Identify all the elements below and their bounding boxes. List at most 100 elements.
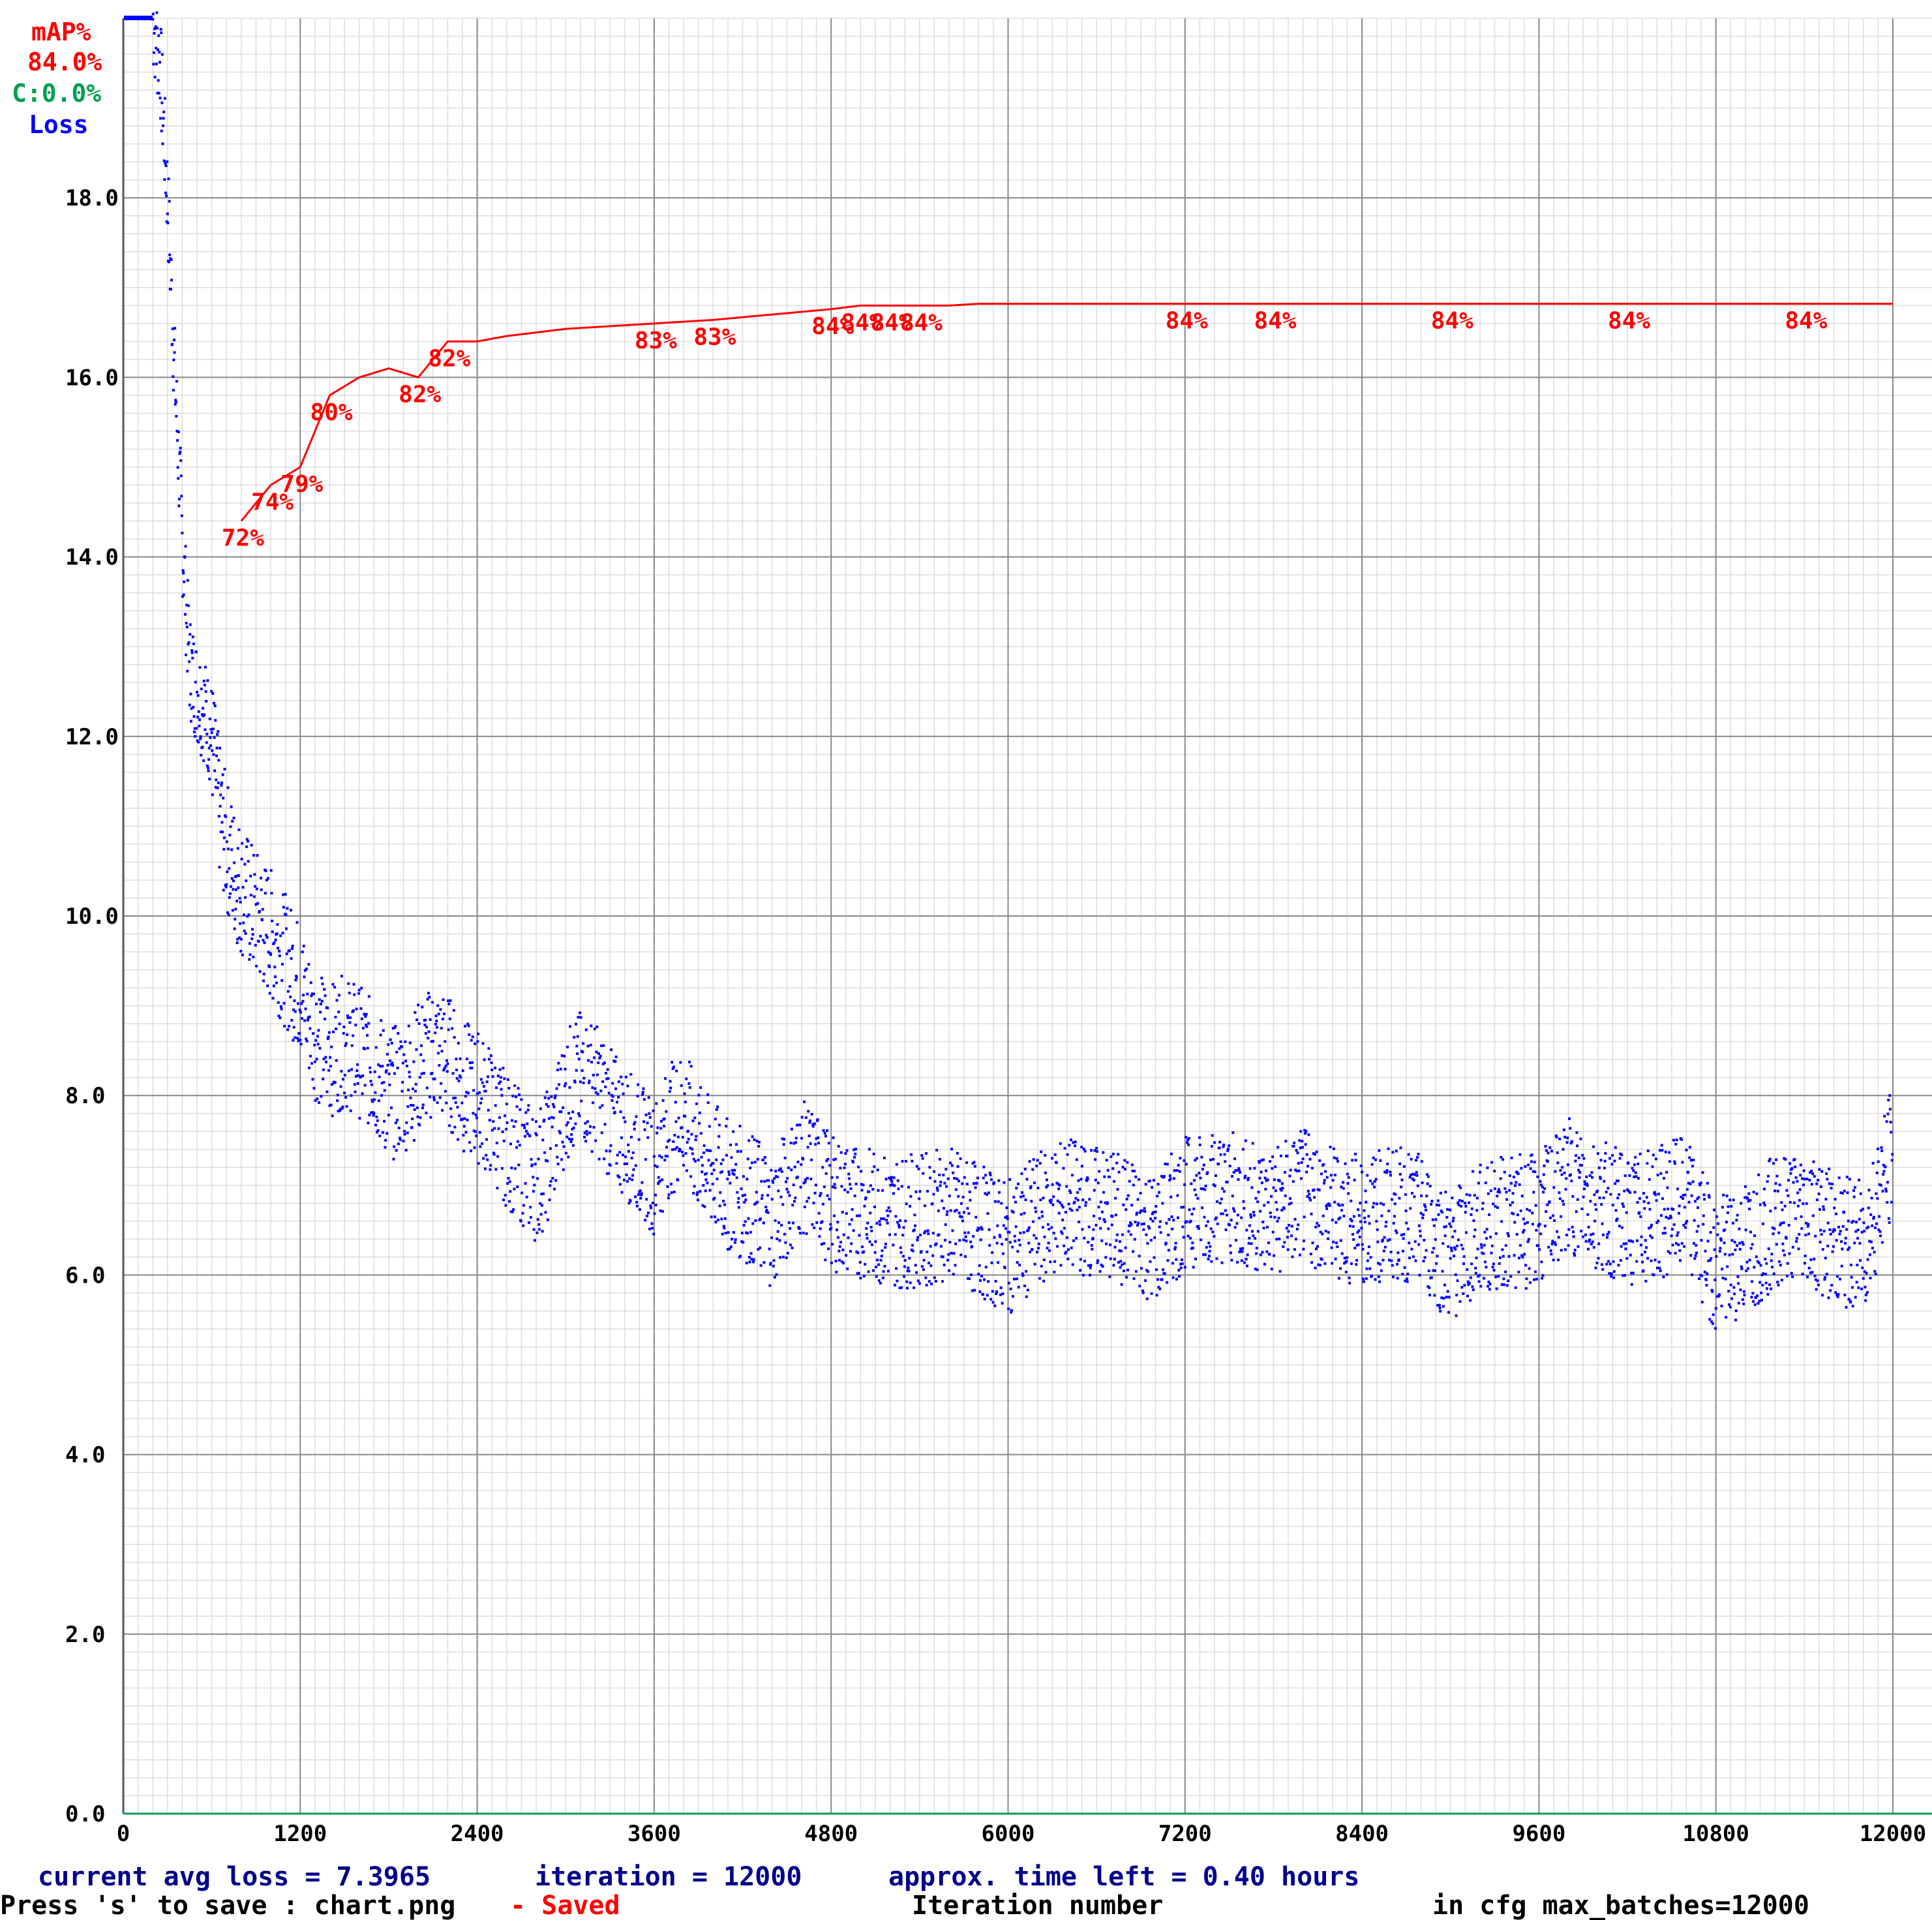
loss-point xyxy=(1510,1156,1513,1159)
loss-point xyxy=(649,1204,652,1208)
loss-point xyxy=(1221,1212,1224,1215)
loss-point xyxy=(1700,1300,1704,1303)
loss-point xyxy=(1776,1281,1779,1284)
loss-point xyxy=(1661,1197,1665,1200)
loss-point xyxy=(1543,1164,1546,1167)
loss-point xyxy=(552,1103,555,1106)
loss-point xyxy=(1317,1224,1320,1227)
loss-point xyxy=(552,1105,556,1108)
loss-point xyxy=(1075,1158,1078,1161)
loss-point xyxy=(1163,1272,1166,1275)
loss-point xyxy=(1172,1177,1175,1180)
loss-point xyxy=(1160,1175,1164,1178)
loss-point xyxy=(1721,1206,1724,1209)
loss-point xyxy=(1280,1208,1284,1211)
loss-point xyxy=(1817,1283,1820,1287)
loss-point xyxy=(1867,1206,1870,1210)
loss-point xyxy=(1692,1158,1695,1161)
loss-point xyxy=(405,1121,408,1124)
loss-point xyxy=(913,1228,916,1232)
loss-point xyxy=(370,1111,373,1114)
loss-point xyxy=(1432,1269,1435,1272)
loss-point xyxy=(324,994,327,998)
loss-point xyxy=(959,1253,963,1257)
loss-point xyxy=(922,1258,926,1262)
loss-point xyxy=(1184,1221,1187,1224)
loss-point xyxy=(1646,1257,1650,1260)
loss-point xyxy=(370,1083,373,1086)
loss-point xyxy=(1470,1213,1473,1216)
loss-point xyxy=(1485,1266,1488,1269)
loss-point xyxy=(1746,1267,1749,1270)
loss-point xyxy=(737,1196,740,1200)
loss-point xyxy=(869,1211,872,1215)
loss-point xyxy=(387,1073,391,1076)
loss-point xyxy=(1706,1240,1710,1243)
loss-point xyxy=(1267,1241,1271,1244)
loss-point xyxy=(1219,1153,1222,1156)
loss-point xyxy=(397,1126,400,1129)
loss-point xyxy=(964,1235,967,1238)
loss-point xyxy=(1663,1177,1666,1180)
loss-point xyxy=(588,1131,592,1135)
loss-point xyxy=(1074,1140,1077,1144)
loss-point xyxy=(1214,1217,1217,1221)
loss-point xyxy=(1714,1327,1717,1330)
loss-point xyxy=(564,1082,567,1085)
loss-point xyxy=(1567,1228,1571,1231)
loss-point xyxy=(556,1163,560,1166)
loss-point xyxy=(841,1248,845,1251)
loss-point xyxy=(247,840,250,843)
loss-point xyxy=(1644,1279,1648,1283)
loss-point xyxy=(1295,1170,1299,1173)
loss-point xyxy=(1159,1231,1162,1234)
loss-point xyxy=(563,1054,566,1058)
loss-point xyxy=(1851,1304,1854,1307)
loss-point xyxy=(1156,1183,1160,1186)
loss-point xyxy=(1392,1275,1395,1279)
loss-point xyxy=(1316,1188,1320,1191)
loss-point xyxy=(320,977,324,980)
loss-point xyxy=(541,1230,544,1233)
loss-point xyxy=(544,1211,547,1214)
loss-point xyxy=(1454,1273,1457,1276)
loss-point xyxy=(1464,1202,1467,1205)
loss-point xyxy=(277,1014,280,1018)
loss-point xyxy=(1826,1221,1830,1225)
loss-point xyxy=(209,736,212,739)
loss-point xyxy=(258,970,262,973)
loss-point xyxy=(1363,1209,1366,1212)
loss-point xyxy=(1438,1306,1441,1309)
loss-point xyxy=(430,1040,433,1043)
loss-point xyxy=(238,896,241,900)
loss-point xyxy=(616,1153,619,1157)
loss-point xyxy=(918,1197,921,1200)
loss-point xyxy=(1578,1163,1582,1166)
loss-point xyxy=(217,815,220,818)
loss-point xyxy=(1040,1264,1043,1268)
loss-point xyxy=(1130,1223,1133,1226)
loss-point xyxy=(966,1207,969,1210)
loss-point xyxy=(1719,1247,1722,1250)
loss-point xyxy=(916,1238,919,1242)
loss-point xyxy=(1607,1187,1610,1190)
loss-point xyxy=(1297,1169,1301,1172)
loss-point xyxy=(279,934,282,937)
loss-point xyxy=(1277,1217,1280,1220)
loss-point xyxy=(1419,1229,1422,1232)
loss-point xyxy=(477,1162,480,1165)
loss-point xyxy=(773,1275,776,1279)
loss-point xyxy=(1240,1216,1243,1219)
loss-point xyxy=(213,736,216,739)
loss-point xyxy=(903,1275,906,1278)
loss-point xyxy=(280,1007,283,1011)
loss-point xyxy=(1675,1138,1678,1142)
loss-point xyxy=(875,1275,878,1278)
loss-point xyxy=(1890,1200,1893,1204)
loss-point xyxy=(313,1043,316,1046)
loss-point xyxy=(709,1149,712,1152)
loss-point xyxy=(190,707,193,710)
loss-point xyxy=(751,1260,755,1264)
loss-point xyxy=(1487,1192,1490,1195)
loss-point xyxy=(1138,1285,1141,1288)
